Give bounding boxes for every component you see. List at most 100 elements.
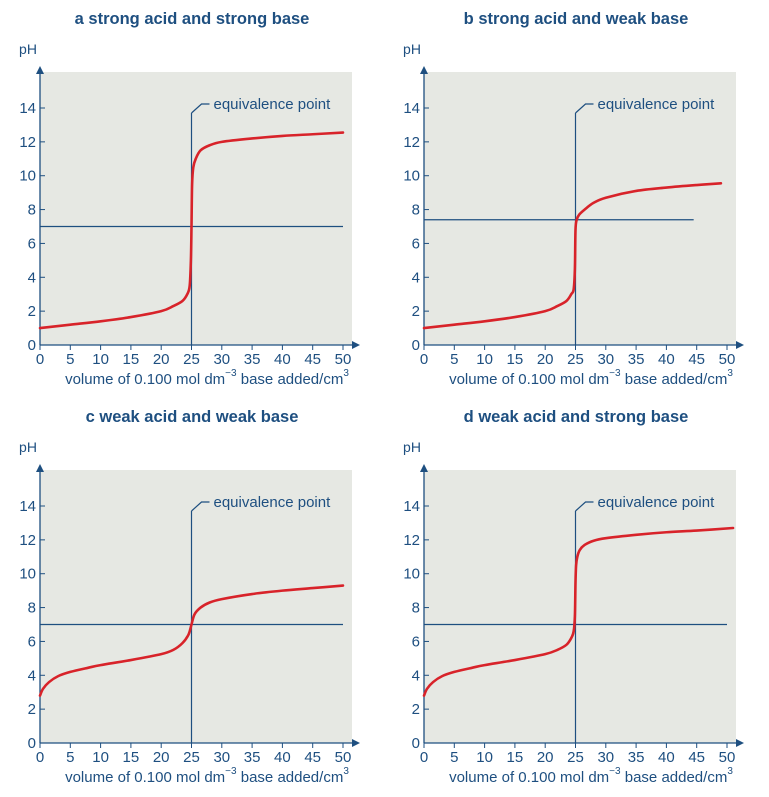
y-tick-label: 8 <box>412 202 420 219</box>
x-label-post: base added/cm <box>236 769 344 786</box>
equivalence-point-label: equivalence point <box>214 96 332 113</box>
x-axis-label: volume of 0.100 mol dm−3 base added/cm3 <box>30 766 384 786</box>
x-label-sup: −3 <box>609 766 621 777</box>
x-tick-label: 15 <box>123 749 140 766</box>
x-axis-label: volume of 0.100 mol dm−3 base added/cm3 <box>414 766 768 786</box>
x-label-post: base added/cm <box>236 371 344 388</box>
x-tick-label: 10 <box>476 351 493 368</box>
x-tick-label: 50 <box>719 351 736 368</box>
equivalence-point-label: equivalence point <box>598 96 716 113</box>
x-tick-label: 30 <box>213 749 230 766</box>
y-tick-label: 10 <box>403 566 420 583</box>
equivalence-point-label: equivalence point <box>598 494 716 511</box>
y-tick-label: 2 <box>412 303 420 320</box>
chart-panel-c: c weak acid and weak base equivalence po… <box>0 398 384 796</box>
x-tick-label: 5 <box>66 749 74 766</box>
plot-background <box>424 470 736 743</box>
ph-curve <box>422 182 723 330</box>
x-tick-label: 20 <box>153 351 170 368</box>
x-label-sup2: 3 <box>727 368 733 379</box>
y-axis-arrow <box>420 66 428 74</box>
y-axis-arrow <box>36 464 44 472</box>
x-tick-label: 45 <box>304 749 321 766</box>
x-tick-label: 25 <box>183 749 200 766</box>
x-label-pre: volume of 0.100 mol dm <box>65 371 226 388</box>
plot-background <box>424 72 736 345</box>
x-axis-arrow <box>352 739 360 747</box>
x-tick-label: 15 <box>507 749 524 766</box>
x-label-sup2: 3 <box>343 766 349 777</box>
equivalence-leader <box>191 103 210 114</box>
y-tick-label: 0 <box>412 735 420 752</box>
x-tick-label: 10 <box>92 749 109 766</box>
x-axis-arrow <box>352 341 360 349</box>
y-tick-label: 8 <box>28 202 36 219</box>
x-tick-label: 20 <box>537 351 554 368</box>
x-tick-label: 25 <box>183 351 200 368</box>
x-tick-label: 10 <box>476 749 493 766</box>
x-tick-label: 35 <box>628 749 645 766</box>
y-tick-label: 4 <box>28 269 36 286</box>
x-label-post: base added/cm <box>620 769 728 786</box>
x-tick-label: 40 <box>658 749 675 766</box>
y-tick-label: 6 <box>28 235 36 252</box>
x-tick-label: 35 <box>244 351 261 368</box>
x-tick-label: 15 <box>123 351 140 368</box>
chart-panel-a: a strong acid and strong base equivalenc… <box>0 0 384 398</box>
x-tick-label: 30 <box>597 749 614 766</box>
y-axis-arrow <box>420 464 428 472</box>
plot-a: equivalence point 0 2 4 6 8 10 12 14 0 5 10 15 20 25 30… <box>19 41 360 368</box>
x-tick-label: 10 <box>92 351 109 368</box>
x-tick-label: 30 <box>213 351 230 368</box>
y-tick-label: 4 <box>412 667 420 684</box>
x-tick-label: 20 <box>153 749 170 766</box>
y-axis-title: pH <box>19 41 37 57</box>
y-tick-label: 10 <box>19 566 36 583</box>
y-tick-label: 8 <box>28 600 36 617</box>
y-tick-label: 0 <box>412 337 420 354</box>
ph-curve <box>38 584 345 697</box>
chart-title: b strong acid and weak base <box>463 10 689 28</box>
y-tick-label: 8 <box>412 600 420 617</box>
y-tick-label: 12 <box>403 532 420 549</box>
ph-curve <box>422 526 735 697</box>
x-tick-label: 0 <box>36 351 44 368</box>
x-label-pre: volume of 0.100 mol dm <box>449 371 610 388</box>
x-tick-label: 45 <box>688 351 705 368</box>
chart-title: d weak acid and strong base <box>463 408 689 426</box>
chart-panel-b: b strong acid and weak base equivalence … <box>384 0 768 398</box>
x-tick-label: 45 <box>688 749 705 766</box>
x-label-sup: −3 <box>609 368 621 379</box>
x-axis-arrow <box>736 341 744 349</box>
x-tick-label: 25 <box>567 351 584 368</box>
x-tick-label: 0 <box>420 749 428 766</box>
y-tick-label: 14 <box>403 100 420 117</box>
x-tick-label: 30 <box>597 351 614 368</box>
y-tick-label: 14 <box>403 498 420 515</box>
x-label-post: base added/cm <box>620 371 728 388</box>
y-tick-label: 2 <box>28 303 36 320</box>
x-axis-arrow <box>736 739 744 747</box>
x-axis-label: volume of 0.100 mol dm−3 base added/cm3 <box>30 368 384 388</box>
x-tick-label: 25 <box>567 749 584 766</box>
y-axis-title: pH <box>403 41 421 57</box>
y-tick-label: 12 <box>403 134 420 151</box>
equivalence-leader <box>575 103 594 114</box>
x-label-pre: volume of 0.100 mol dm <box>449 769 610 786</box>
y-axis-title: pH <box>19 439 37 455</box>
equivalence-leader <box>191 501 210 512</box>
equivalence-point-label: equivalence point <box>214 494 332 511</box>
y-tick-label: 0 <box>28 735 36 752</box>
x-tick-label: 5 <box>66 351 74 368</box>
y-axis-arrow <box>36 66 44 74</box>
x-label-sup2: 3 <box>727 766 733 777</box>
x-label-sup2: 3 <box>343 368 349 379</box>
plot-background <box>40 72 352 345</box>
x-label-sup: −3 <box>225 766 237 777</box>
x-tick-label: 40 <box>274 351 291 368</box>
x-tick-label: 40 <box>274 749 291 766</box>
x-tick-label: 35 <box>628 351 645 368</box>
x-tick-label: 35 <box>244 749 261 766</box>
y-tick-label: 6 <box>28 633 36 650</box>
y-tick-label: 6 <box>412 633 420 650</box>
